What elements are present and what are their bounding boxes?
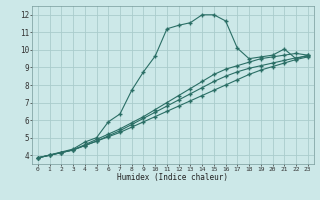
X-axis label: Humidex (Indice chaleur): Humidex (Indice chaleur) bbox=[117, 173, 228, 182]
